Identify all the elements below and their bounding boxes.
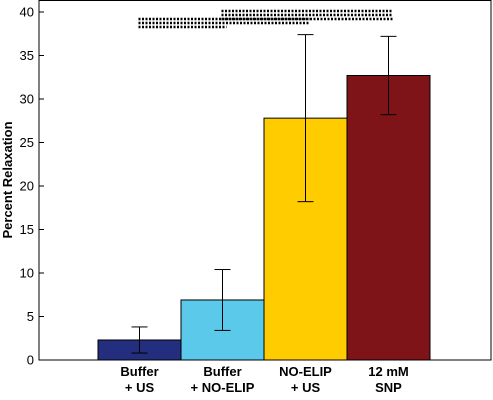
x-tick-label-line1: Buffer — [120, 364, 158, 379]
x-tick-label-line2: + US — [125, 380, 155, 395]
y-tick-label: 15 — [20, 222, 34, 237]
y-tick-label: 25 — [20, 135, 34, 150]
x-tick-label-line1: Buffer — [203, 364, 241, 379]
significance-brackets — [138, 9, 393, 29]
error-bars — [131, 34, 397, 354]
x-tick-label-line2: + US — [291, 380, 321, 395]
y-tick-label: 30 — [20, 92, 34, 107]
y-tick-label: 5 — [27, 309, 34, 324]
y-tick-label: 0 — [27, 353, 34, 368]
x-tick-label-line2: + NO-ELIP — [191, 380, 255, 395]
x-tick-label-line2: SNP — [375, 380, 402, 395]
x-tick-label-line1: 12 mM — [368, 364, 408, 379]
bars — [97, 75, 431, 361]
y-tick-label: 20 — [20, 179, 34, 194]
bar-3 — [346, 75, 431, 361]
y-tick-label: 35 — [20, 48, 34, 63]
y-tick-label: 10 — [20, 266, 34, 281]
y-axis: 0 5 10 15 20 25 30 35 40 — [20, 5, 44, 368]
y-axis-title: Percent Relaxation — [0, 121, 15, 238]
y-tick-label: 40 — [20, 5, 34, 20]
x-tick-label-line1: NO-ELIP — [279, 364, 332, 379]
